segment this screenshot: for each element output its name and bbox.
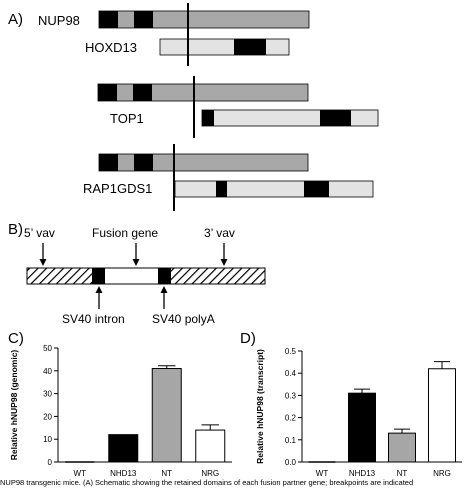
rap1gds1-bar [174, 180, 374, 198]
intron-arrow [95, 286, 103, 309]
panel-b-label: B) [8, 221, 23, 238]
x-tick-label: NHD13 [349, 469, 376, 478]
figure-caption: NUP98 transgenic mice. (A) Schematic sho… [0, 478, 414, 487]
nup98-rap1gds1-bar [98, 153, 309, 172]
transgene-construct [26, 267, 266, 285]
top1-label: TOP1 [110, 111, 144, 126]
x-tick-label: WT [316, 469, 329, 478]
panel-b: B) 5’ vav Fusion gene 3’ vav [8, 221, 266, 326]
polya-arrow [160, 286, 168, 309]
y-tick-label: 0 [48, 458, 53, 467]
x-tick-label: NRG [433, 469, 451, 478]
figure: A) NUP98 HOXD13 TOP1 [8, 3, 462, 478]
chart-c: 0 10 20 30 40 50 Relative hNUP98 (genomic) WT NH… [9, 344, 232, 478]
nup98-top1-bar [97, 83, 309, 102]
x-tick-label: NRG [201, 469, 219, 478]
sv40-intron-label: SV40 intron [62, 312, 125, 326]
panel-d-label: D) [240, 330, 256, 347]
nup98-label: NUP98 [38, 13, 80, 28]
y-tick-label: 0.5 [285, 347, 297, 356]
vav3-arrow [220, 243, 228, 266]
sv40-polya-label: SV40 polyA [152, 312, 215, 326]
vav5-label: 5’ vav [24, 226, 55, 240]
vav5-arrow [39, 243, 47, 266]
bar [428, 368, 456, 463]
hoxd13-bar [159, 38, 290, 56]
bar [108, 434, 139, 463]
y-tick-label: 30 [43, 390, 52, 399]
y-tick-label: 20 [43, 412, 52, 421]
y-tick-label: 0.3 [285, 391, 297, 400]
y-axis-label: Relative hNUP98 (transcript) [255, 349, 265, 464]
bar [151, 368, 182, 463]
fusion-gene-label: Fusion gene [92, 226, 158, 240]
panel-a: A) NUP98 HOXD13 TOP1 [8, 3, 379, 211]
panel-c: C) 0 10 20 30 40 50 Relative hNUP98 (genomic) W… [8, 330, 232, 478]
chart-d: 0.0 0.1 0.2 0.3 0.4 0.5 Relative hNUP98 (trans… [255, 347, 462, 478]
x-tick-label: NHD13 [110, 469, 137, 478]
x-tick-label: NT [161, 469, 172, 478]
y-tick-label: 50 [43, 344, 52, 353]
y-tick-label: 10 [43, 435, 52, 444]
top1-bar [201, 109, 379, 127]
x-tick-label: NT [397, 469, 408, 478]
vav3-label: 3’ vav [204, 226, 235, 240]
bar [348, 392, 376, 463]
x-tick-label: WT [74, 469, 87, 478]
bar [195, 429, 226, 463]
hoxd13-label: HOXD13 [85, 40, 137, 55]
y-axis-label: Relative hNUP98 (genomic) [9, 350, 19, 461]
y-tick-label: 0.4 [285, 369, 297, 378]
y-tick-label: 0.1 [285, 436, 297, 445]
nup98-bar [98, 10, 310, 29]
y-tick-label: 0.0 [285, 458, 297, 467]
panel-d: D) 0.0 0.1 0.2 0.3 0.4 0.5 Relative hNUP98 (tr… [240, 330, 462, 478]
rap1gds1-label: RAP1GDS1 [83, 181, 152, 196]
bar [388, 432, 416, 463]
panel-a-label: A) [8, 11, 23, 28]
panel-c-label: C) [8, 330, 24, 347]
fusion-arrow [132, 243, 140, 266]
y-tick-label: 0.2 [285, 414, 297, 423]
y-tick-label: 40 [43, 367, 52, 376]
